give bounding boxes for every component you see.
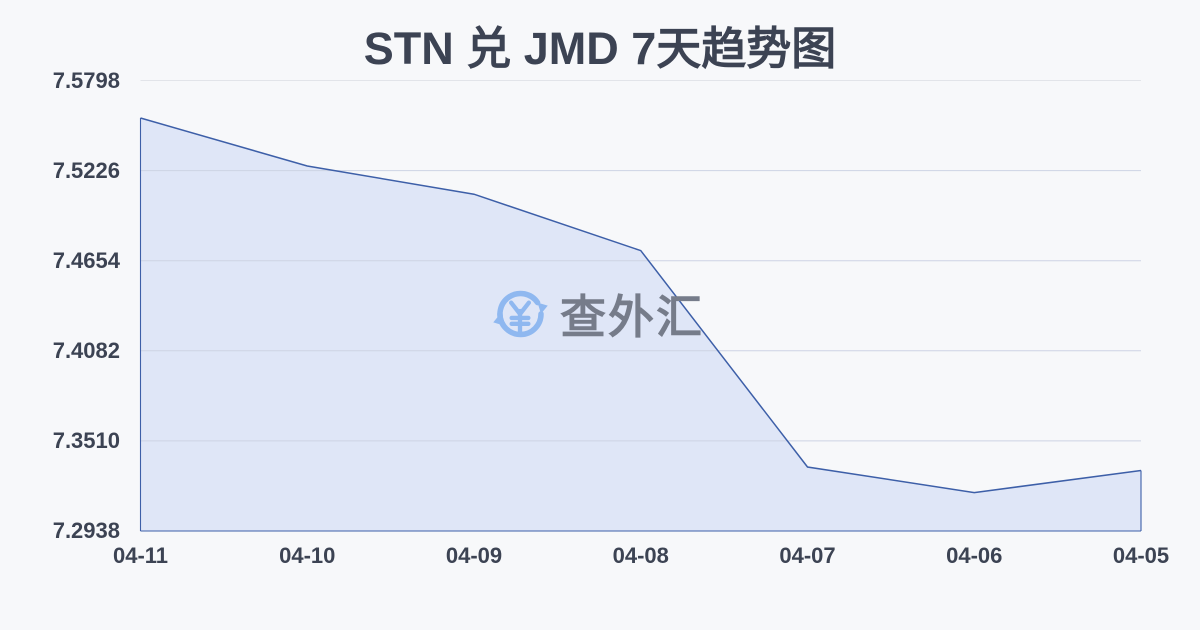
svg-text:7.2938: 7.2938 bbox=[53, 518, 120, 543]
svg-text:04-06: 04-06 bbox=[946, 543, 1002, 568]
svg-text:04-07: 04-07 bbox=[779, 543, 835, 568]
svg-text:7.5226: 7.5226 bbox=[53, 158, 120, 183]
svg-text:04-05: 04-05 bbox=[1113, 543, 1169, 568]
svg-text:7.4654: 7.4654 bbox=[53, 248, 121, 273]
svg-text:7.3510: 7.3510 bbox=[53, 428, 120, 453]
svg-text:04-11: 04-11 bbox=[113, 543, 168, 568]
svg-text:04-10: 04-10 bbox=[279, 543, 335, 568]
svg-text:7.4082: 7.4082 bbox=[53, 338, 120, 363]
svg-text:04-08: 04-08 bbox=[613, 543, 669, 568]
svg-text:04-09: 04-09 bbox=[446, 543, 502, 568]
svg-text:7.5798: 7.5798 bbox=[53, 68, 120, 93]
